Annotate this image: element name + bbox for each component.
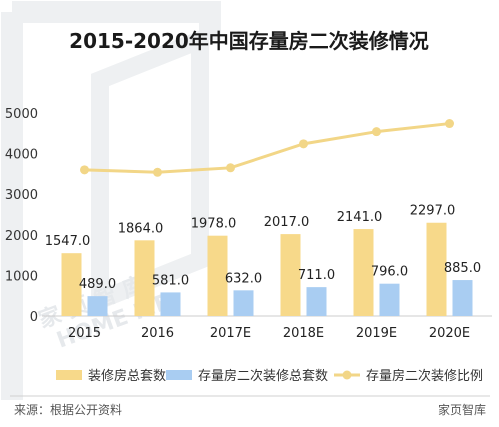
y-tick-label: 2000 — [5, 229, 38, 244]
bars — [61, 222, 473, 316]
watermark: 家 页 智 库 HOME ME — [1, 1, 221, 400]
line-series — [80, 119, 454, 177]
line-point — [372, 127, 381, 137]
legend-swatch — [166, 370, 192, 380]
data-label: 796.0 — [371, 265, 408, 280]
data-label: 2141.0 — [337, 210, 383, 225]
bar — [160, 292, 181, 316]
y-tick-label: 0 — [30, 310, 38, 325]
bar — [233, 290, 254, 316]
x-tick-label: 2017E — [210, 326, 251, 341]
data-label: 2297.0 — [410, 204, 456, 219]
footer-brand: 家页智库 — [438, 402, 486, 417]
legend-label: 装修房总套数 — [88, 368, 166, 384]
y-tick-label: 4000 — [5, 148, 38, 163]
bar — [134, 240, 155, 316]
data-label: 1547.0 — [45, 234, 91, 249]
x-tick-label: 2018E — [283, 326, 324, 341]
bar — [306, 287, 327, 316]
legend-swatch-marker — [342, 370, 352, 380]
legend-label: 存量房二次装修总套数 — [198, 368, 328, 384]
data-label: 885.0 — [444, 261, 481, 276]
y-tick-label: 3000 — [5, 188, 38, 203]
y-axis: 0 1000 2000 3000 4000 5000 — [5, 107, 38, 325]
data-label: 1978.0 — [191, 217, 237, 232]
line-point — [299, 139, 308, 149]
bar — [207, 235, 228, 316]
x-axis: 2015 2016 2017E 2018E 2019E 2020E — [68, 326, 470, 341]
data-label: 632.0 — [225, 271, 262, 286]
footer-source: 来源：根据公开资料 — [14, 403, 122, 417]
line-point — [153, 167, 162, 177]
line-point — [226, 163, 235, 173]
data-label: 489.0 — [79, 277, 116, 292]
series-line — [84, 122, 450, 174]
bar — [280, 234, 301, 316]
bar — [61, 253, 82, 316]
line-point — [80, 165, 89, 175]
bar — [426, 222, 447, 316]
legend-swatch — [56, 370, 82, 380]
chart-title: 2015-2020年中国存量房二次装修情况 — [69, 29, 429, 53]
x-tick-label: 2019E — [356, 326, 397, 341]
data-label: 581.0 — [152, 273, 189, 288]
data-label: 1864.0 — [118, 221, 164, 236]
x-tick-label: 2020E — [429, 326, 470, 341]
bar — [353, 229, 374, 316]
legend: 装修房总套数 存量房二次装修总套数 存量房二次装修比例 — [56, 368, 483, 384]
bar — [87, 296, 108, 316]
line-point — [445, 119, 454, 129]
x-tick-label: 2015 — [68, 326, 101, 341]
bar — [452, 280, 473, 316]
legend-label: 存量房二次装修比例 — [366, 368, 483, 384]
y-tick-label: 1000 — [5, 269, 38, 284]
data-label: 2017.0 — [264, 215, 310, 230]
data-label: 711.0 — [298, 268, 335, 283]
bar — [379, 283, 400, 316]
data-labels: 1547.0 1864.0 1978.0 2017.0 2141.0 2297.0 489.… — [45, 204, 481, 292]
y-tick-label: 5000 — [5, 107, 38, 122]
x-tick-label: 2016 — [141, 326, 174, 341]
